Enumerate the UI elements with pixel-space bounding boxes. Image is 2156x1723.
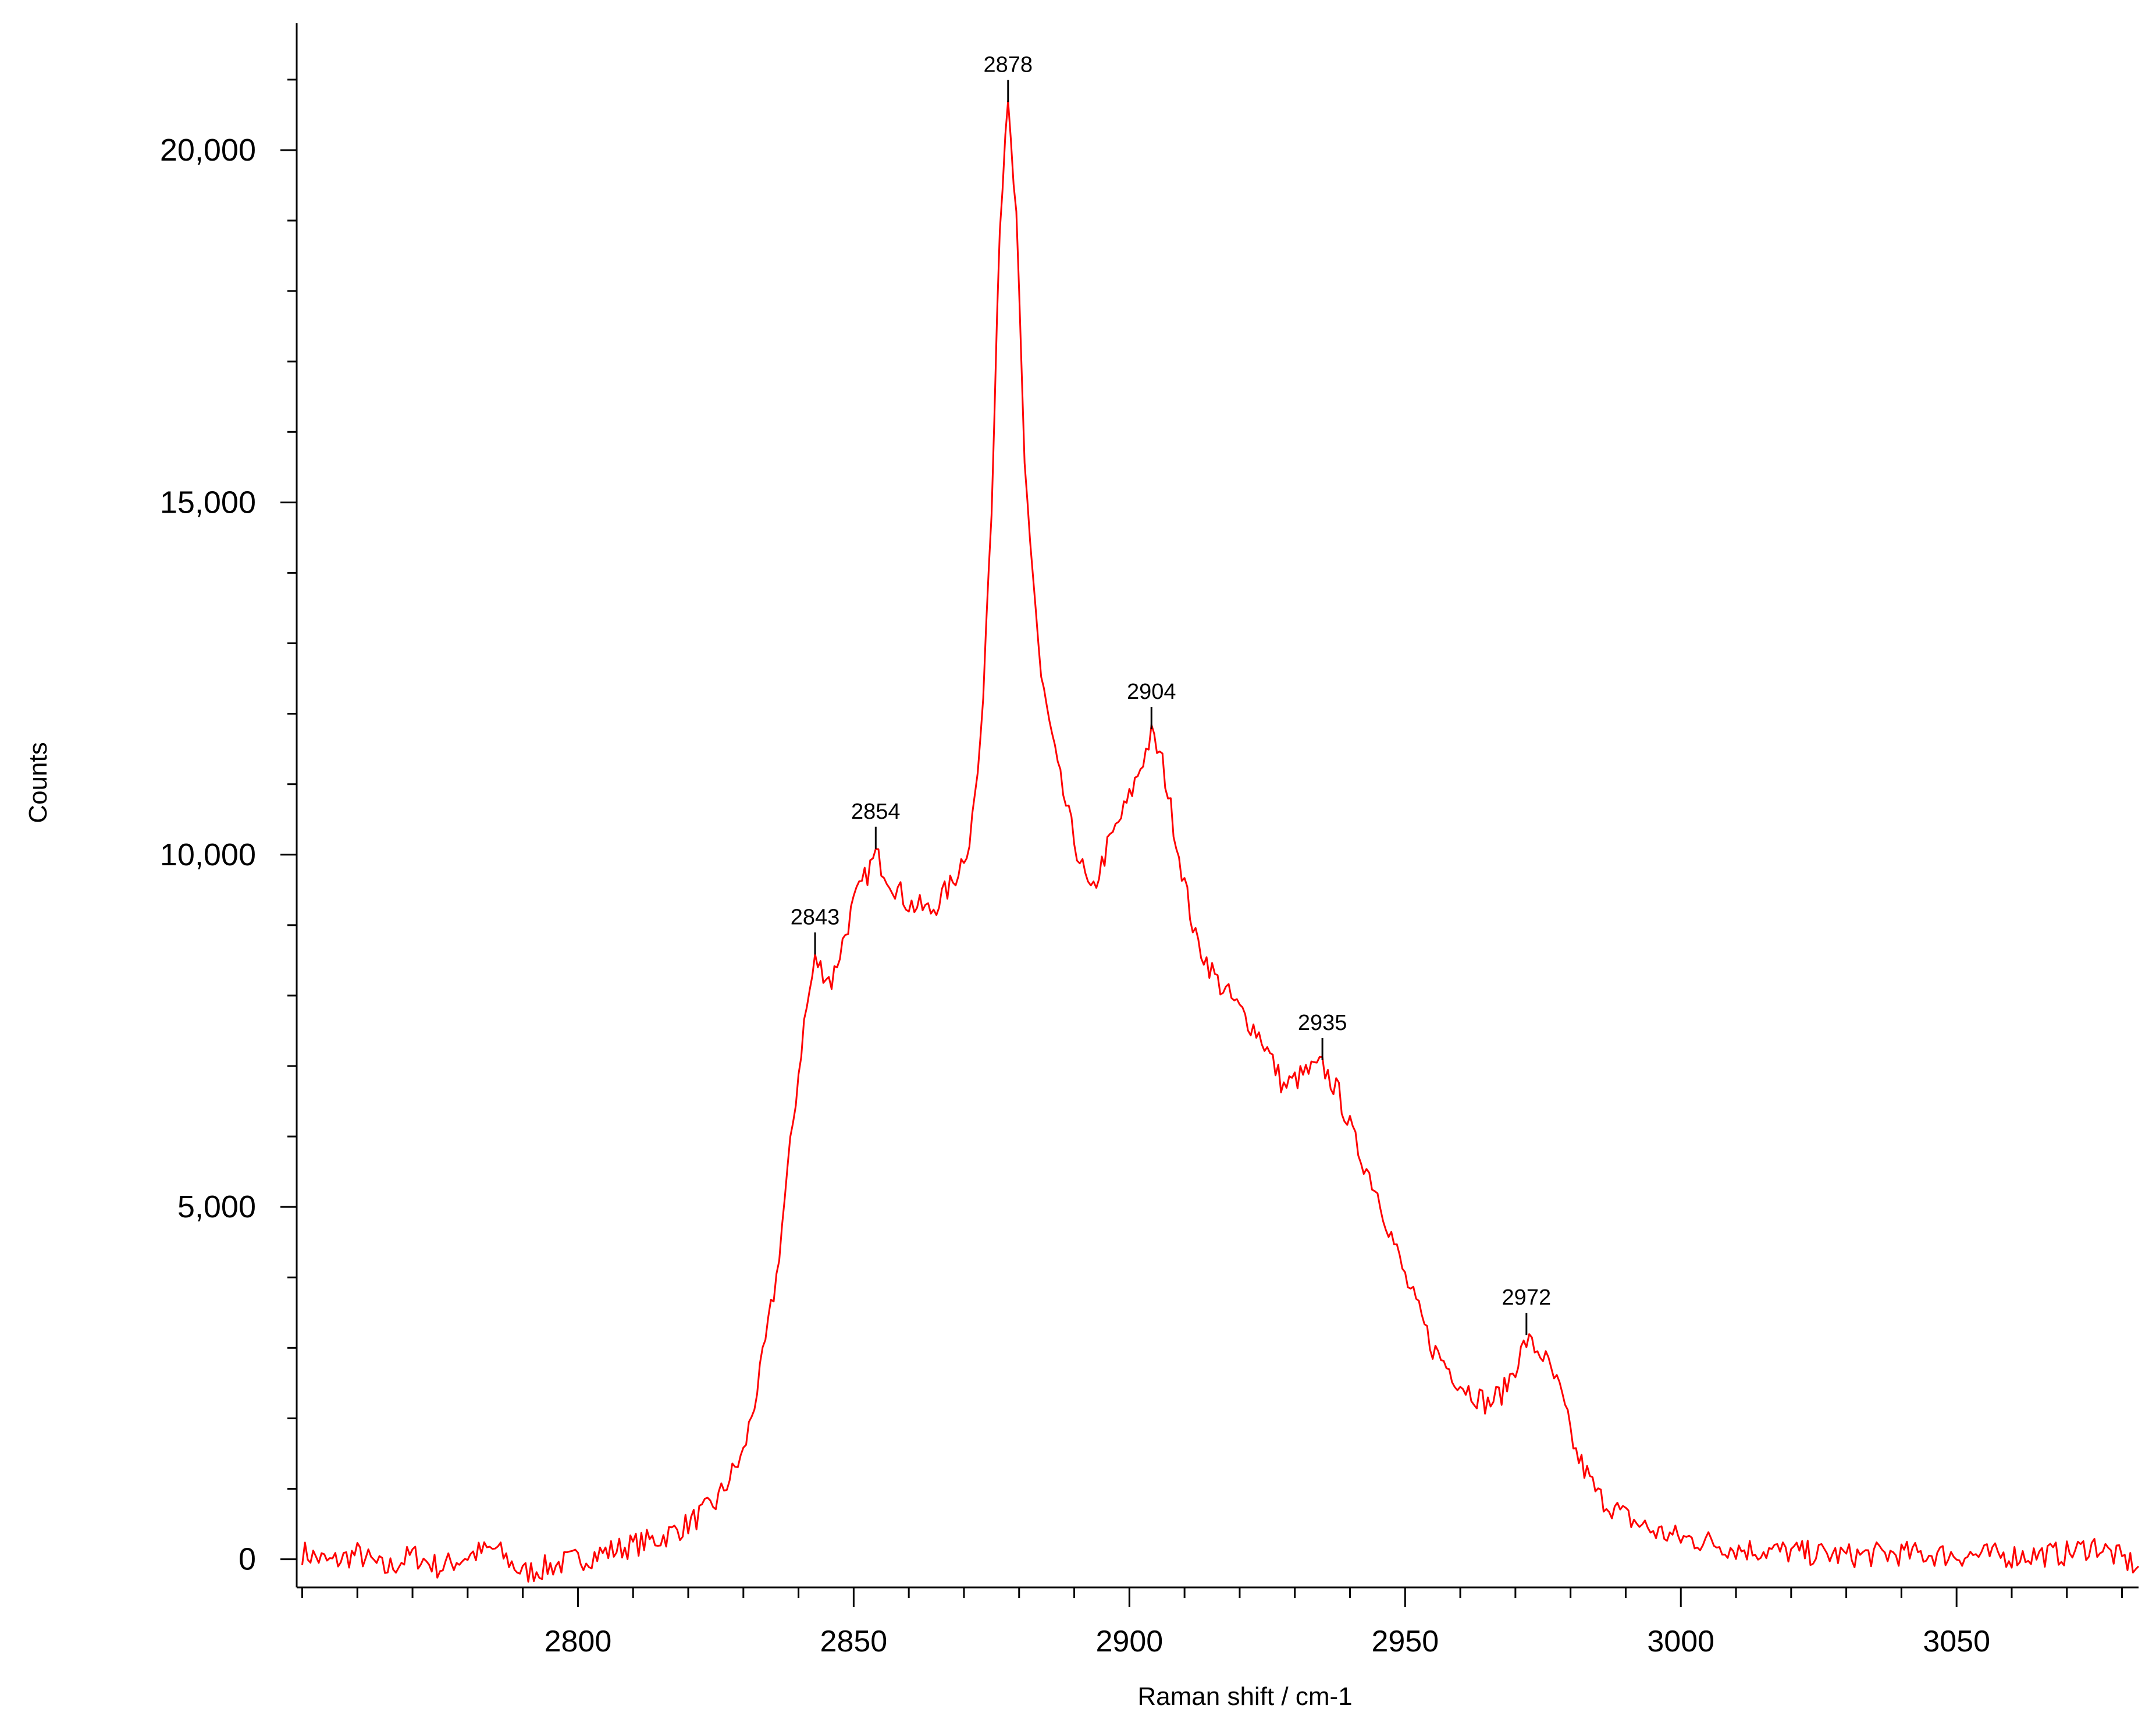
x-tick-label: 2850: [820, 1625, 888, 1658]
peak-label: 2843: [791, 905, 840, 929]
peak-label: 2972: [1502, 1285, 1552, 1310]
y-tick-label: 20,000: [160, 133, 256, 168]
peak-label: 2854: [851, 800, 901, 824]
x-axis: 2800 2850 2900 2950 3000 3050: [297, 1586, 2139, 1658]
peak-label: 2935: [1298, 1011, 1347, 1035]
y-tick-label: 0: [239, 1542, 256, 1577]
peak-label: 2904: [1127, 680, 1176, 704]
peak-label: 2878: [984, 52, 1033, 77]
spectrum-line: [301, 100, 2140, 1583]
x-axis-title: Raman shift / cm-1: [1137, 1682, 1352, 1711]
x-tick-label: 2950: [1371, 1625, 1439, 1658]
x-tick-label: 2800: [545, 1625, 612, 1658]
y-axis: 0 5,000 10,000 15,000 20,000: [160, 23, 298, 1587]
x-tick-label: 3000: [1647, 1625, 1714, 1658]
y-tick-label: 10,000: [160, 837, 256, 872]
x-tick-label: 3050: [1923, 1625, 1990, 1658]
peak-markers: 2843 2854 2878 2904 2935 2972: [791, 52, 1551, 1335]
x-tick-label: 2900: [1095, 1625, 1163, 1658]
y-axis-title: Counts: [24, 742, 52, 823]
y-tick-label: 5,000: [177, 1189, 256, 1224]
y-tick-label: 15,000: [160, 485, 256, 520]
